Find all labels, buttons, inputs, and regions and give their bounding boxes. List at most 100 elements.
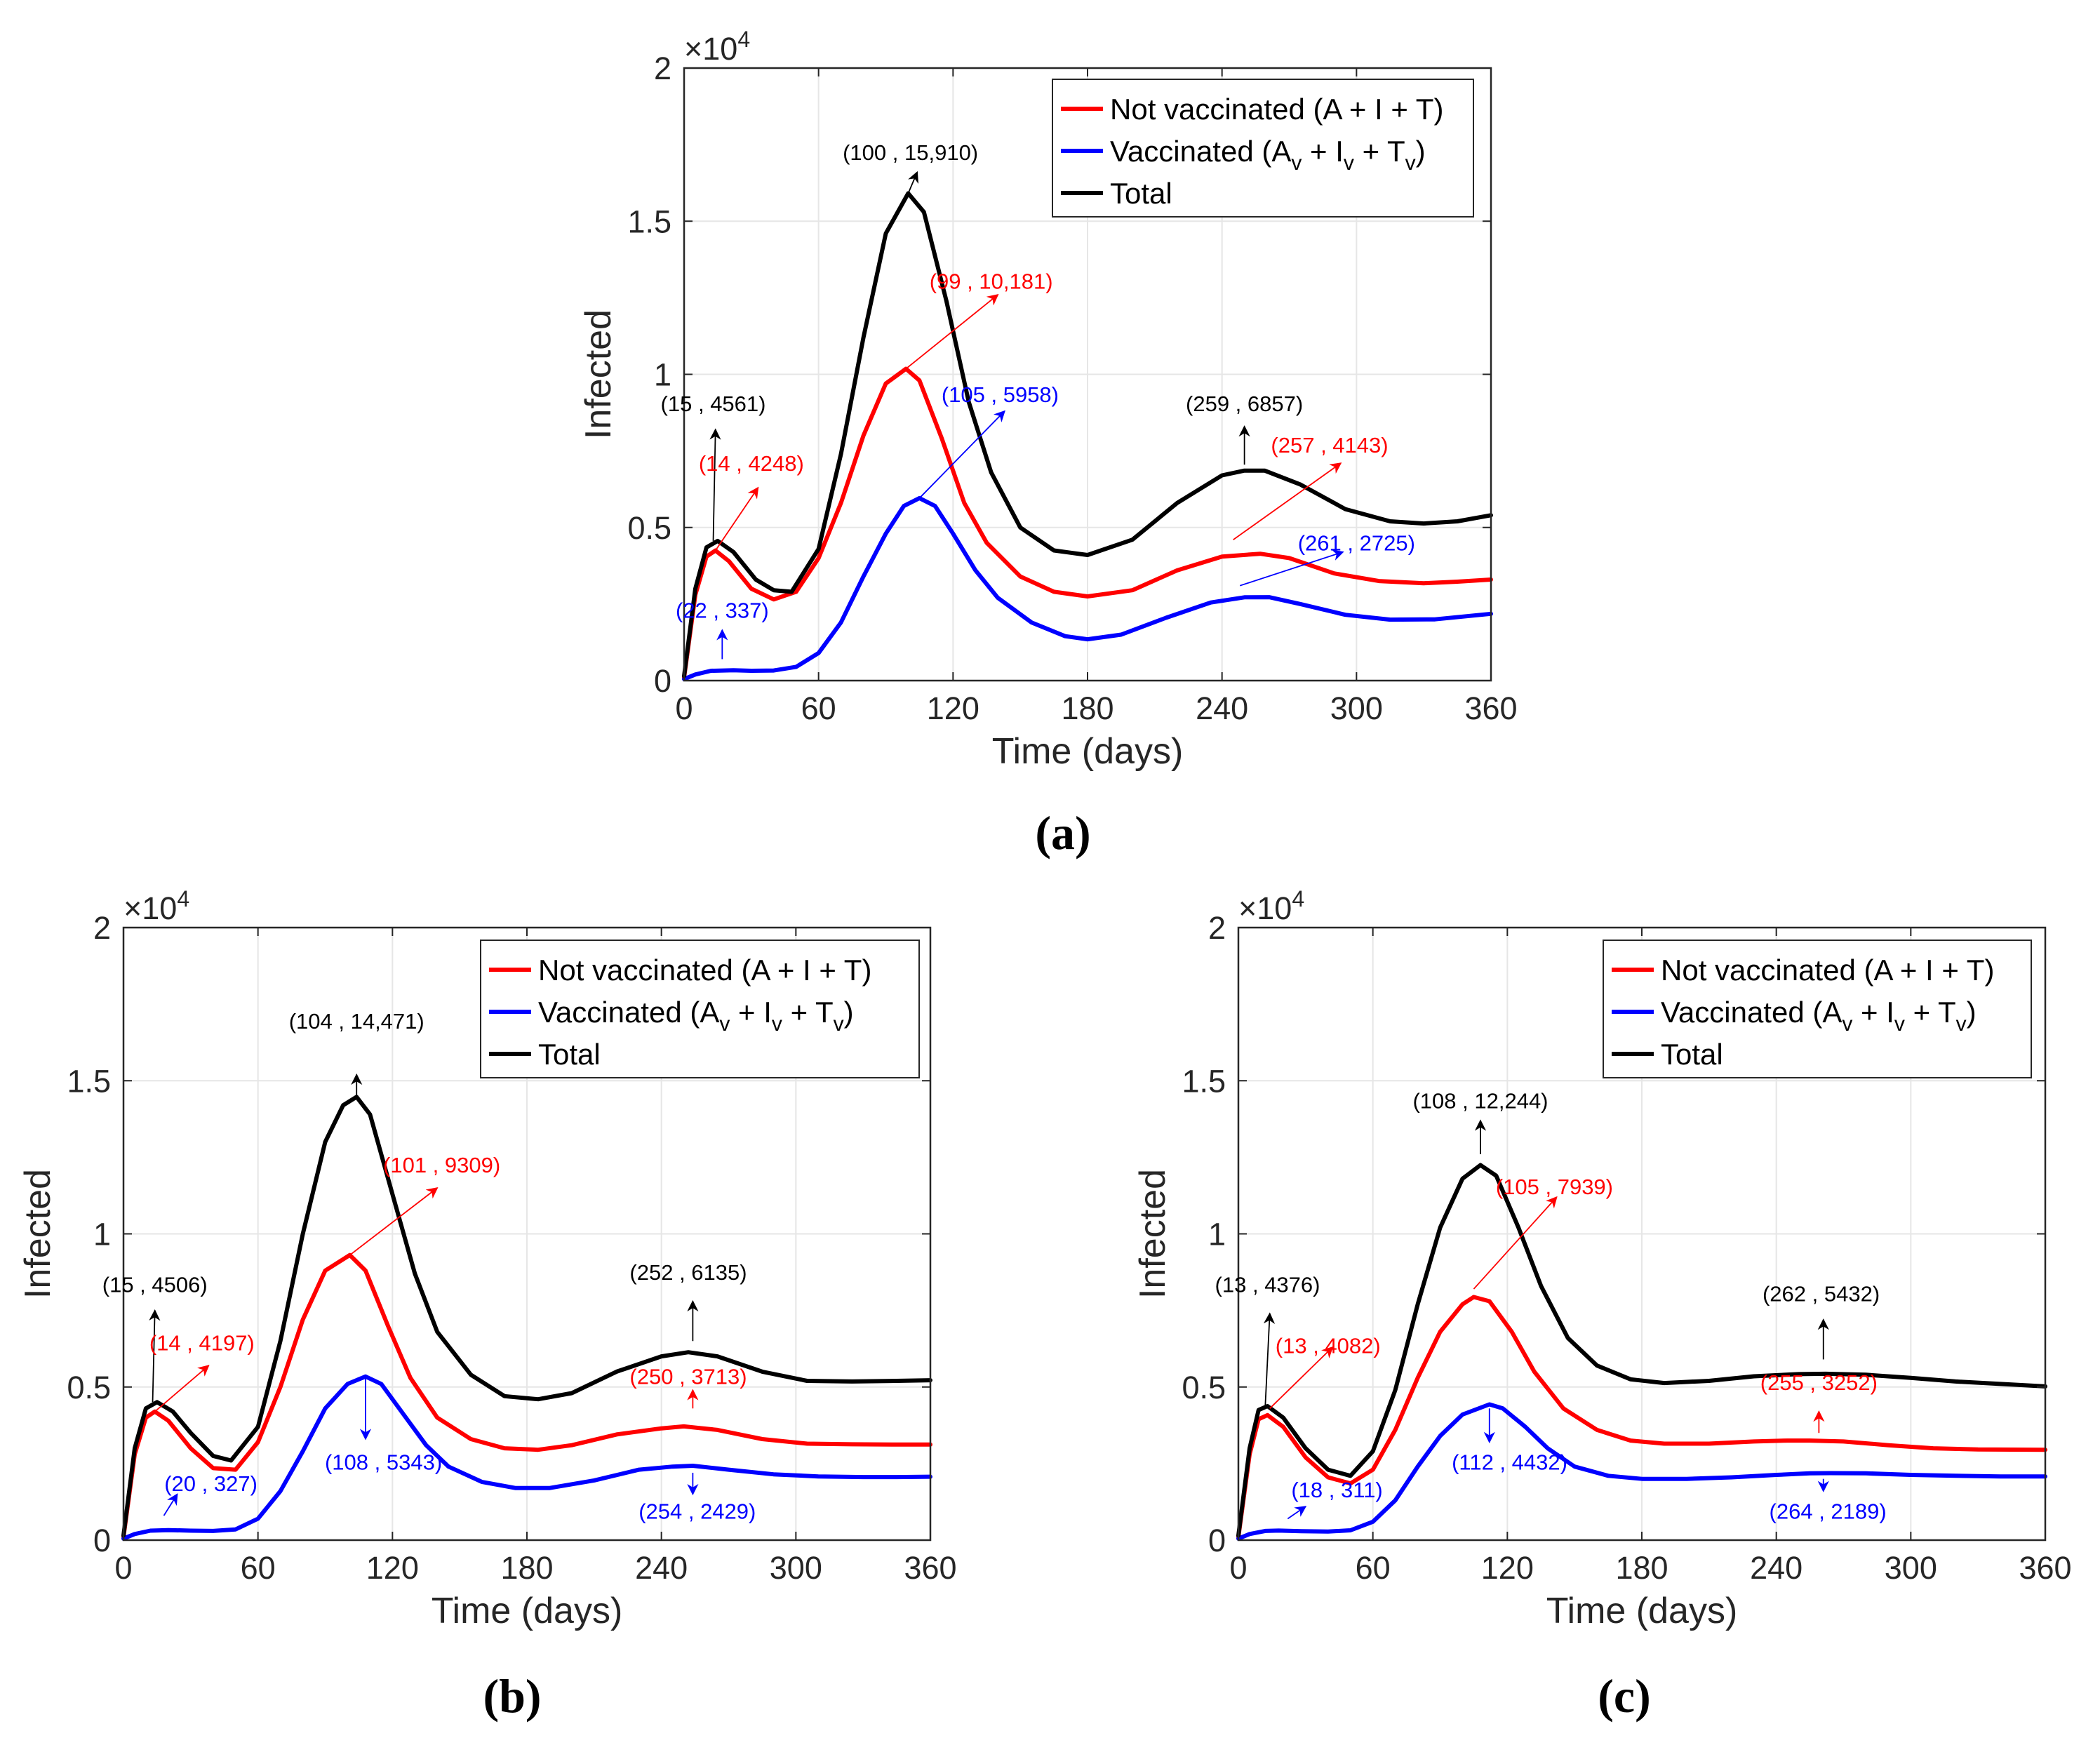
- series-line-not-vaccinated: [121, 1252, 932, 1539]
- y-tick-label: 2: [654, 51, 671, 86]
- annotation-arrow: [709, 428, 721, 541]
- legend-entry: Not vaccinated (A + I + T): [1661, 954, 1994, 987]
- annotation-arrow: [1263, 1312, 1276, 1405]
- series-line-total: [1236, 1163, 2047, 1538]
- series-line-vaccinated: [1236, 1402, 2047, 1541]
- y-tick-label: 1.5: [1182, 1063, 1226, 1099]
- y-tick-label: 1: [93, 1217, 111, 1252]
- annotation-label: (257 , 4143): [1271, 433, 1388, 457]
- x-axis-label: Time (days): [432, 1591, 623, 1631]
- x-tick-label: 0: [114, 1550, 132, 1586]
- y-tick-label: 0: [93, 1523, 111, 1558]
- legend-box: [1603, 940, 2032, 1078]
- y-exponent-label: ×104: [684, 27, 750, 67]
- annotation-arrow: [1269, 1346, 1334, 1409]
- x-tick-label: 180: [1615, 1550, 1668, 1586]
- y-tick-label: 1: [1208, 1217, 1226, 1252]
- annotation-label: (105 , 5958): [942, 382, 1059, 407]
- series-line-not-vaccinated: [1236, 1295, 2047, 1539]
- annotation-arrow: [163, 1493, 178, 1516]
- annotation-label: (259 , 6857): [1186, 392, 1303, 416]
- x-tick-label: 120: [366, 1550, 419, 1586]
- y-tick-label: 0: [654, 663, 671, 699]
- legend-entry: Total: [538, 1038, 601, 1071]
- annotation-label: (14 , 4248): [699, 451, 804, 476]
- x-tick-label: 300: [1885, 1550, 1937, 1586]
- x-tick-label: 360: [2019, 1550, 2071, 1586]
- annotation-label: (250 , 3713): [629, 1364, 747, 1389]
- annotation-label: (15 , 4506): [102, 1272, 208, 1297]
- y-tick-label: 0: [1208, 1523, 1226, 1558]
- annotation-label: (108 , 12,244): [1412, 1089, 1548, 1114]
- annotation-arrow: [1287, 1506, 1307, 1520]
- series-line-total: [121, 1095, 932, 1538]
- x-tick-label: 0: [675, 690, 693, 726]
- y-tick-label: 1.5: [67, 1063, 111, 1099]
- x-tick-label: 120: [1481, 1550, 1534, 1586]
- x-tick-label: 180: [1061, 690, 1113, 726]
- x-tick-label: 60: [1356, 1550, 1391, 1586]
- annotation-label: (254 , 2429): [638, 1499, 756, 1523]
- x-tick-label: 300: [1330, 690, 1383, 726]
- annotation-arrow: [905, 293, 999, 370]
- annotation-arrow: [1239, 549, 1344, 587]
- annotation-label: (18 , 311): [1291, 1478, 1382, 1502]
- annotation-arrow: [918, 410, 1005, 499]
- series-line-vaccinated: [682, 495, 1493, 681]
- annotation-arrow: [349, 1187, 439, 1256]
- legend-entry: Vaccinated (Av + Iv + Tv): [1110, 135, 1426, 175]
- legend-entry: Not vaccinated (A + I + T): [1110, 93, 1443, 126]
- annotation-arrow: [154, 1365, 210, 1412]
- x-tick-label: 0: [1229, 1550, 1247, 1586]
- legend-entry: Total: [1110, 177, 1172, 210]
- y-tick-label: 2: [1208, 910, 1226, 946]
- x-tick-label: 240: [635, 1550, 688, 1586]
- annotation-label: (252 , 6135): [629, 1260, 747, 1285]
- annotation-arrow: [149, 1309, 161, 1403]
- annotation-label: (255 , 3252): [1760, 1370, 1878, 1395]
- x-tick-label: 180: [500, 1550, 553, 1586]
- chart-panel-a: 0 60 120 180 240 300 360 0 0.5 1 1.5 2 ×104 Time (day…: [578, 27, 1518, 860]
- y-exponent-label: ×104: [1238, 886, 1304, 926]
- chart-panel-b: 0 60 120 180 240 300 360 0 0.5 1 1.5 2 ×104 Time (day…: [18, 886, 957, 1723]
- annotation-label: (99 , 10,181): [930, 269, 1053, 293]
- annotation-label: (22 , 337): [676, 599, 769, 623]
- y-tick-label: 1: [654, 357, 671, 393]
- annotation-arrow: [907, 171, 918, 194]
- y-tick-label: 1.5: [627, 203, 671, 239]
- y-tick-label: 2: [93, 910, 111, 946]
- annotation-label: (13 , 4082): [1276, 1334, 1381, 1358]
- annotation-arrow: [714, 486, 759, 552]
- annotation-label: (13 , 4376): [1215, 1272, 1320, 1297]
- annotation-label: (15 , 4561): [661, 392, 766, 416]
- x-tick-label: 300: [770, 1550, 822, 1586]
- y-axis-label: Infected: [1132, 1169, 1173, 1299]
- annotation-label: (264 , 2189): [1770, 1499, 1887, 1523]
- annotation-arrow: [1473, 1196, 1558, 1290]
- annotation-label: (100 , 15,910): [843, 140, 978, 165]
- legend-entry: Total: [1661, 1038, 1723, 1071]
- annotation-label: (14 , 4197): [149, 1330, 255, 1355]
- legend-box: [480, 940, 920, 1078]
- y-tick-label: 0.5: [1182, 1370, 1226, 1405]
- panel-label: (c): [1598, 1669, 1650, 1723]
- panel-label: (a): [1035, 806, 1090, 860]
- y-tick-label: 0.5: [627, 510, 671, 546]
- annotation-label: (105 , 7939): [1496, 1175, 1613, 1199]
- chart-panel-c: 0 60 120 180 240 300 360 0 0.5 1 1.5 2 ×104 Time (day…: [1132, 886, 2072, 1723]
- y-tick-label: 0.5: [67, 1370, 111, 1405]
- x-tick-label: 360: [904, 1550, 956, 1586]
- y-axis-label: Infected: [578, 309, 619, 439]
- x-tick-label: 60: [801, 690, 836, 726]
- x-tick-label: 60: [241, 1550, 276, 1586]
- annotation-arrow: [1233, 462, 1342, 540]
- x-tick-label: 360: [1464, 690, 1517, 726]
- series-line-vaccinated: [121, 1374, 932, 1541]
- legend-entry: Vaccinated (Av + Iv + Tv): [1661, 996, 1977, 1036]
- series-line-total: [682, 191, 1493, 679]
- annotation-label: (112 , 4432): [1452, 1450, 1567, 1475]
- y-axis-label: Infected: [18, 1169, 58, 1299]
- x-tick-label: 120: [927, 690, 979, 726]
- annotation-label: (20 , 327): [164, 1471, 258, 1496]
